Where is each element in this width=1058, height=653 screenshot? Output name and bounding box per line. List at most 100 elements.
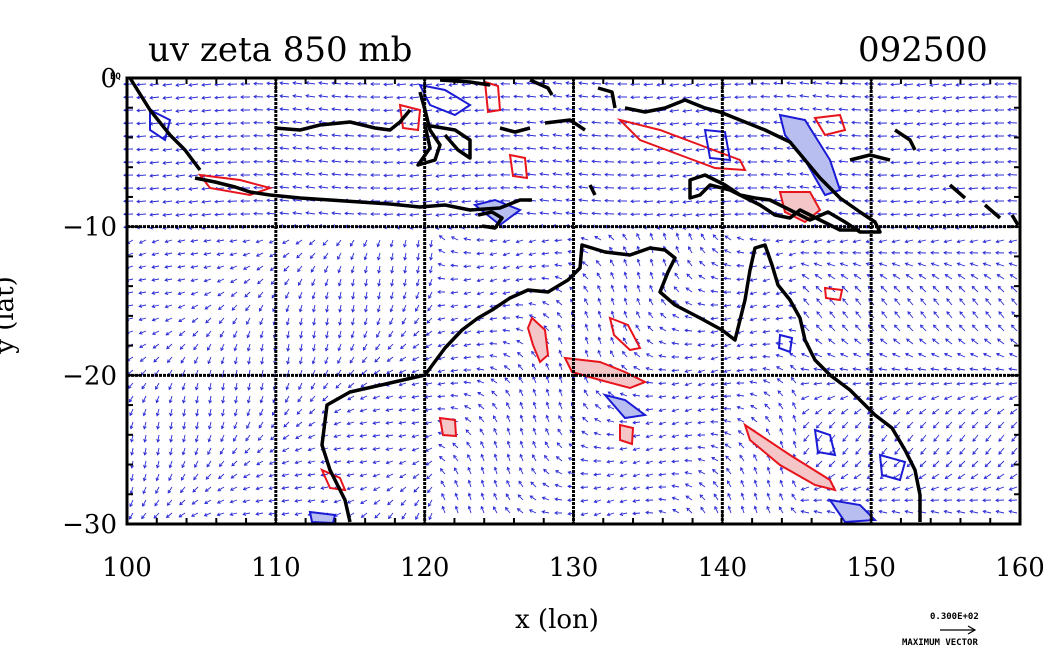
wind-vector	[190, 291, 199, 296]
wind-vector	[539, 94, 550, 99]
wind-vector	[398, 420, 407, 425]
wind-vector	[671, 355, 680, 359]
wind-vector	[762, 329, 771, 334]
wind-vector	[931, 338, 940, 345]
wind-vector	[500, 198, 511, 203]
wind-vector	[180, 356, 186, 364]
wind-vector	[281, 512, 290, 516]
wind-vector	[815, 285, 823, 293]
wind-vector	[500, 159, 511, 164]
wind-vector	[255, 486, 264, 491]
wind-vector	[338, 304, 343, 313]
positive-vorticity-contour	[438, 416, 458, 438]
wind-vector	[904, 381, 914, 386]
wind-vector	[851, 120, 862, 125]
wind-vector	[190, 265, 199, 269]
wind-vector	[502, 316, 511, 320]
wind-vector	[385, 408, 394, 412]
wind-vector	[318, 146, 329, 150]
wind-vector	[151, 291, 160, 295]
wind-vector	[734, 186, 745, 191]
wind-vector	[370, 95, 381, 100]
wind-vector	[982, 381, 992, 386]
wind-vector	[969, 352, 979, 358]
wind-vector	[244, 291, 251, 298]
wind-vector	[736, 405, 745, 410]
wind-vector	[623, 246, 628, 254]
wind-vector	[127, 382, 134, 389]
wind-vector	[753, 453, 758, 462]
wind-vector	[292, 211, 303, 215]
wind-vector	[437, 262, 446, 267]
wind-vector	[463, 317, 472, 322]
wind-vector	[437, 317, 446, 321]
wind-vector	[396, 199, 407, 204]
wind-vector	[815, 460, 823, 468]
wind-vector	[669, 96, 680, 100]
wind-vector	[617, 134, 628, 138]
wind-vector	[164, 239, 173, 244]
wind-vector	[461, 95, 472, 100]
wind-vector	[519, 466, 524, 475]
wind-vector	[734, 147, 745, 152]
wind-vector	[435, 200, 446, 204]
wind-vector	[982, 486, 992, 491]
wind-vector	[218, 317, 225, 324]
wind-vector	[619, 392, 628, 397]
wind-vector	[243, 265, 251, 270]
wind-vector	[376, 317, 381, 326]
wind-vector	[591, 159, 602, 164]
wind-vector	[357, 159, 368, 164]
wind-vector	[635, 324, 641, 332]
wind-vector	[669, 187, 680, 191]
wind-vector	[604, 107, 615, 112]
wind-vector	[632, 393, 641, 398]
wind-vector	[188, 174, 199, 178]
wind-vector	[390, 252, 394, 261]
wind-vector	[877, 199, 888, 204]
wind-vector	[136, 147, 147, 152]
wind-vector	[489, 329, 498, 334]
wind-vector	[723, 431, 732, 436]
wind-vector	[219, 447, 225, 455]
wind-vector	[372, 460, 381, 465]
wind-vector	[428, 278, 433, 287]
wind-vector	[188, 213, 199, 217]
wind-vector	[584, 310, 589, 319]
wind-vector	[554, 497, 563, 502]
wind-vector	[891, 250, 901, 255]
wind-vector	[452, 442, 459, 449]
wind-vector	[292, 172, 303, 176]
wind-vector	[826, 262, 836, 267]
wind-vector	[308, 421, 316, 427]
wind-vector	[623, 284, 628, 293]
wind-vector	[208, 395, 213, 404]
wind-vector	[894, 298, 901, 306]
wind-vector	[959, 434, 966, 442]
wind-vector	[1008, 498, 1018, 503]
wind-vector	[880, 460, 888, 468]
wind-vector	[890, 108, 901, 113]
wind-vector	[142, 421, 147, 430]
wind-vector	[336, 239, 342, 247]
wind-vector	[531, 467, 537, 475]
wind-vector	[658, 394, 667, 399]
wind-vector	[972, 434, 979, 442]
wind-vector	[762, 366, 771, 371]
wind-vector	[684, 446, 693, 451]
wind-vector	[929, 213, 940, 217]
wind-vector	[994, 199, 1005, 203]
wind-vector	[166, 343, 173, 350]
wind-vector	[279, 94, 290, 99]
wind-vector	[697, 433, 706, 437]
wind-vector	[255, 239, 264, 244]
wind-vector	[138, 290, 147, 295]
wind-vector	[734, 160, 745, 165]
wind-vector	[881, 298, 888, 306]
wind-vector	[753, 505, 758, 514]
wind-vector	[903, 108, 914, 113]
wind-vector	[311, 278, 316, 287]
wind-vector	[515, 278, 524, 282]
wind-vector	[233, 421, 238, 430]
wind-vector	[617, 212, 628, 216]
